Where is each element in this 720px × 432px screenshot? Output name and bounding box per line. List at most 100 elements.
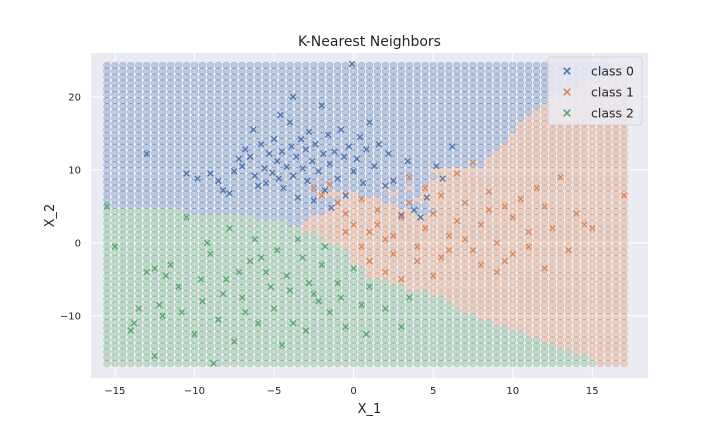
decision-grid-point [405, 143, 413, 151]
decision-grid-point [445, 102, 453, 110]
decision-grid-point [349, 172, 358, 181]
decision-grid-point [437, 102, 445, 110]
decision-grid-point [381, 295, 390, 303]
decision-grid-point [501, 120, 509, 128]
decision-grid-point [461, 348, 469, 356]
decision-grid-point [413, 178, 421, 186]
decision-grid-point [294, 295, 302, 303]
decision-grid-point [230, 79, 238, 87]
data-point-class-1 [445, 246, 453, 254]
decision-grid-point [485, 254, 493, 262]
decision-grid-point [143, 225, 151, 233]
decision-grid-point [548, 166, 557, 175]
decision-grid-point [580, 196, 588, 204]
decision-grid-point [365, 190, 374, 198]
decision-grid-point [381, 237, 390, 245]
decision-grid-point [525, 102, 533, 110]
decision-grid-point [620, 231, 628, 239]
decision-grid-point [334, 67, 342, 75]
decision-grid-point [206, 342, 214, 350]
decision-grid-point [310, 231, 318, 239]
decision-grid-point [238, 131, 246, 140]
decision-grid-point [532, 313, 541, 321]
decision-grid-point [477, 172, 485, 181]
decision-grid-point [588, 260, 596, 268]
decision-grid-point [564, 260, 573, 268]
decision-grid-point [373, 231, 382, 239]
decision-grid-point [445, 213, 453, 221]
decision-grid-point [556, 336, 565, 344]
decision-grid-point [222, 313, 230, 321]
decision-grid-point [429, 178, 437, 186]
decision-grid-point [485, 266, 493, 274]
decision-grid-point [365, 73, 374, 81]
decision-grid-point [540, 289, 549, 297]
decision-grid-point [103, 79, 111, 87]
decision-grid-point [326, 295, 334, 303]
decision-grid-point [405, 254, 413, 262]
decision-grid-point [254, 324, 262, 332]
decision-grid-point [461, 313, 469, 321]
decision-grid-point [254, 155, 262, 163]
decision-grid-point [151, 155, 159, 163]
decision-grid-point [493, 102, 501, 110]
decision-grid-point [151, 161, 159, 169]
decision-grid-point [278, 348, 286, 356]
decision-grid-point [437, 85, 445, 93]
decision-grid-point [477, 219, 485, 227]
decision-grid-point [580, 348, 588, 356]
decision-grid-point [135, 91, 143, 99]
decision-grid-point [174, 353, 183, 362]
decision-grid-point [151, 307, 159, 315]
decision-grid-point [143, 254, 151, 262]
decision-grid-point [485, 137, 493, 145]
decision-grid-point [214, 161, 222, 169]
decision-grid-point [421, 254, 429, 262]
decision-grid-point [174, 190, 183, 198]
decision-grid-point [453, 67, 461, 75]
decision-grid-point [501, 102, 509, 110]
decision-grid-point [174, 178, 183, 186]
decision-grid-point [429, 359, 437, 367]
decision-grid-point [397, 67, 405, 75]
decision-grid-point [437, 353, 445, 362]
decision-grid-point [143, 73, 151, 81]
decision-grid-point [501, 85, 509, 93]
decision-grid-point [532, 318, 541, 327]
decision-grid-point [151, 67, 159, 75]
decision-grid-point [389, 166, 397, 175]
decision-grid-point [413, 131, 421, 140]
decision-grid-point [246, 178, 254, 186]
decision-grid-point [198, 96, 206, 105]
decision-grid-point [517, 131, 525, 140]
decision-grid-point [111, 248, 119, 256]
data-point-class-1 [326, 181, 333, 188]
decision-grid-point [278, 272, 286, 280]
decision-grid-point [262, 184, 270, 192]
decision-grid-point [143, 190, 151, 198]
decision-grid-point [357, 79, 366, 87]
decision-grid-point [349, 96, 358, 105]
decision-grid-point [437, 155, 445, 163]
decision-grid-point [596, 131, 604, 140]
decision-grid-point [461, 266, 469, 274]
decision-grid-point [580, 336, 588, 344]
decision-grid-point [501, 91, 509, 99]
decision-grid-point [238, 96, 246, 105]
decision-grid-point [302, 359, 310, 367]
decision-grid-point [421, 166, 429, 175]
decision-grid-point [485, 190, 493, 198]
decision-grid-point [127, 324, 135, 332]
data-point-class-2 [215, 316, 222, 323]
decision-grid-point [540, 172, 549, 181]
decision-grid-point [262, 91, 270, 99]
decision-grid-point [493, 353, 501, 362]
decision-grid-point [349, 91, 358, 99]
decision-grid-point [326, 359, 334, 367]
decision-grid-point [493, 318, 501, 327]
decision-grid-point [525, 172, 533, 181]
decision-grid-point [254, 283, 262, 292]
decision-grid-point [159, 207, 167, 216]
decision-grid-point [604, 266, 612, 274]
data-point-class-1 [485, 206, 493, 214]
